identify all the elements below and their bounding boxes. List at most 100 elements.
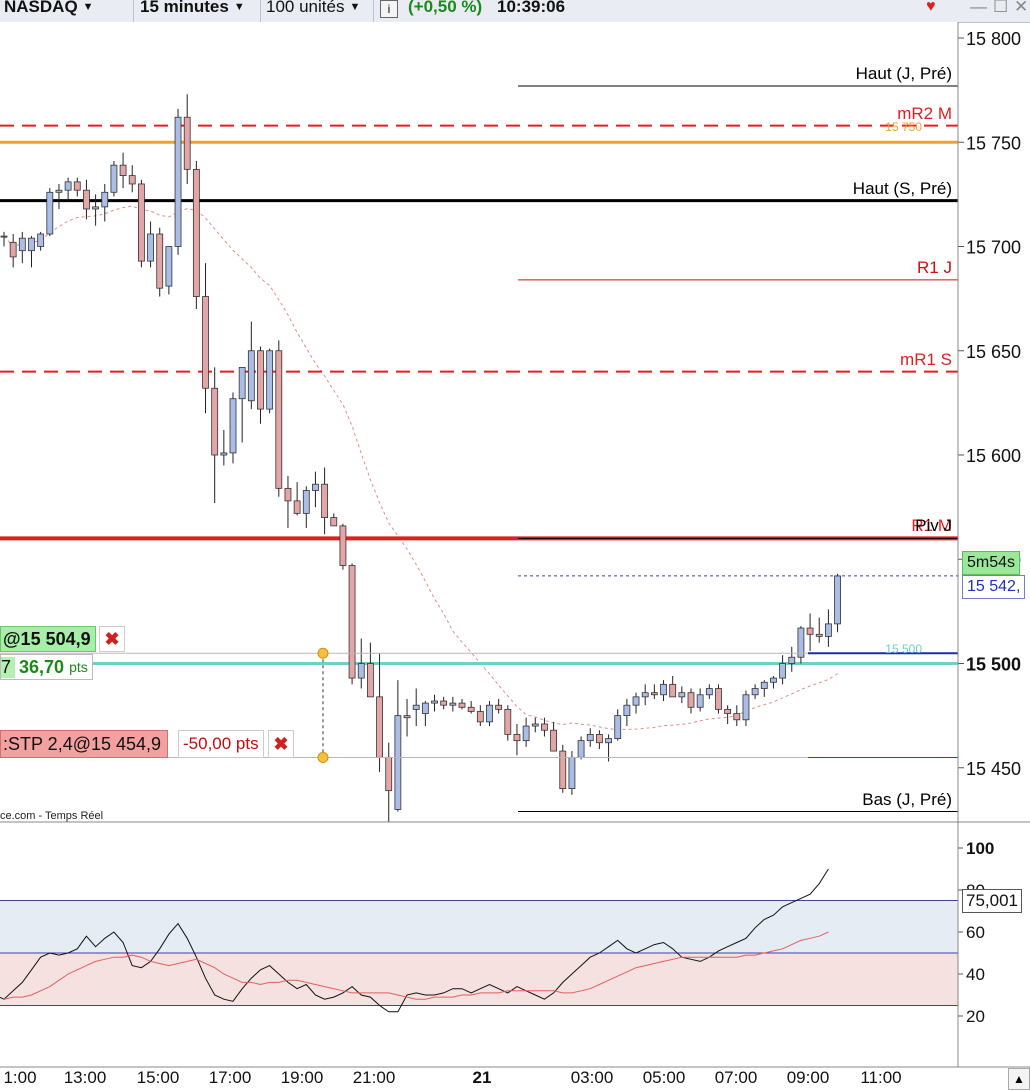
candle-down xyxy=(385,756,393,792)
scroll-right-icon[interactable]: ▲ xyxy=(1008,1068,1030,1090)
time-tick-label: 03:00 xyxy=(570,1068,614,1087)
candle-up xyxy=(421,702,429,714)
candle-down xyxy=(321,483,329,518)
candle-down xyxy=(513,733,521,742)
candle-down xyxy=(339,525,347,566)
level-label: Piv J xyxy=(915,516,952,536)
interval-selector[interactable]: 15 minutes ▼ xyxy=(140,0,245,20)
close-window-icon[interactable]: ✕ xyxy=(1014,0,1029,16)
time-tick-label: 13:00 xyxy=(63,1068,107,1087)
candle-up xyxy=(449,702,457,706)
symbol-selector[interactable]: NASDAQ ▼ xyxy=(4,0,94,20)
position-pnl: 7 36,70 pts xyxy=(0,654,93,680)
candle-up xyxy=(394,715,402,810)
candle-up xyxy=(751,688,759,696)
candle-down xyxy=(687,692,695,708)
position-pnl-value: 36,70 xyxy=(19,656,65,677)
position-order-label[interactable]: @15 504,9 xyxy=(0,626,96,652)
candle-up xyxy=(788,656,796,664)
level-label: 15 500 xyxy=(885,641,922,656)
chevron-down-icon: ▼ xyxy=(233,1,245,13)
candle-up xyxy=(614,715,622,739)
divider xyxy=(373,0,374,22)
candle-down xyxy=(156,233,164,289)
candle-down xyxy=(541,723,548,731)
candle-up xyxy=(705,688,713,696)
candle-up xyxy=(220,452,228,456)
candle-up xyxy=(357,663,365,679)
candle-up xyxy=(641,692,649,698)
maximize-icon[interactable]: ☐ xyxy=(993,0,1009,16)
units-label: 100 unités xyxy=(266,0,345,16)
price-tick-label: 15 600 xyxy=(966,446,1021,466)
quote-time: 10:39:06 xyxy=(497,0,566,16)
rsi-signal-line xyxy=(3,931,829,1000)
heart-icon[interactable]: ♥ xyxy=(926,0,936,15)
candle-down xyxy=(192,168,200,297)
candle-up xyxy=(678,692,686,698)
candle-up xyxy=(266,350,274,410)
time-tick-label: 19:00 xyxy=(280,1068,324,1087)
divider xyxy=(260,0,261,22)
last-price-badge: 15 542, xyxy=(962,575,1026,599)
rsi-tick-label: 100 xyxy=(966,839,994,858)
candle-up xyxy=(247,350,255,402)
candle-down xyxy=(733,713,741,721)
candle-up xyxy=(174,116,182,247)
candle-down xyxy=(73,181,81,191)
candle-down xyxy=(348,565,356,679)
candle-up xyxy=(229,398,237,454)
candle-up xyxy=(742,694,750,721)
price-tick-label: 15 500 xyxy=(966,655,1021,675)
candle-up xyxy=(37,233,45,247)
candle-up xyxy=(797,627,805,658)
candle-down xyxy=(806,627,814,635)
stop-handle[interactable] xyxy=(317,752,329,764)
rsi-value-badge: 75,001 xyxy=(962,889,1022,913)
minimize-icon[interactable]: — xyxy=(970,0,987,16)
candle-up xyxy=(28,237,35,252)
candle-up xyxy=(586,733,594,742)
candle-down xyxy=(596,733,603,744)
stop-order-label[interactable]: :STP 2,4@15 454,9 xyxy=(0,730,169,758)
units-selector[interactable]: 100 unités ▼ xyxy=(266,0,360,20)
stop-order-text: :STP 2,4@15 454,9 xyxy=(3,733,162,754)
toolbar: NASDAQ ▼ 15 minutes ▼ 100 unités ▼ i (+0… xyxy=(0,0,1030,23)
candle-down xyxy=(669,683,677,698)
price-tick-label: 15 800 xyxy=(966,29,1021,49)
candle-down xyxy=(284,487,292,502)
price-tick-label: 15 650 xyxy=(966,342,1021,362)
candle-down xyxy=(504,708,512,735)
candle-down xyxy=(119,164,127,177)
candle-down xyxy=(128,175,136,185)
candle-up xyxy=(660,683,667,696)
candle-up xyxy=(531,723,539,727)
level-label: Haut (J, Pré) xyxy=(855,63,952,83)
time-tick-label: 1:00 xyxy=(3,1068,37,1087)
candle-up xyxy=(834,575,841,625)
candle-down xyxy=(376,696,383,758)
candle-down xyxy=(458,702,466,708)
rsi-line xyxy=(0,868,829,1013)
position-close-button[interactable]: ✖ xyxy=(99,626,125,652)
candle-up xyxy=(238,367,246,400)
rsi-tick-label: 60 xyxy=(966,923,985,942)
price-tick-label: 15 700 xyxy=(966,238,1021,258)
rsi-tick-label: 20 xyxy=(966,1007,985,1026)
interval-label: 15 minutes xyxy=(140,0,229,16)
level-label: mR2 M xyxy=(897,103,952,123)
position-handle[interactable] xyxy=(317,647,329,659)
candle-down xyxy=(440,700,448,706)
candle-down xyxy=(559,750,567,790)
candle-up xyxy=(302,490,310,514)
candle-down xyxy=(715,688,722,710)
info-icon[interactable]: i xyxy=(380,0,398,20)
stop-close-button[interactable]: ✖ xyxy=(268,730,294,758)
candle-up xyxy=(568,756,576,790)
candle-down xyxy=(403,715,411,719)
time-tick-label: 21 xyxy=(472,1068,492,1087)
rsi-tick-label: 40 xyxy=(966,965,985,984)
level-label: R1 J xyxy=(917,257,952,277)
price-tick-label: 15 450 xyxy=(966,759,1021,779)
